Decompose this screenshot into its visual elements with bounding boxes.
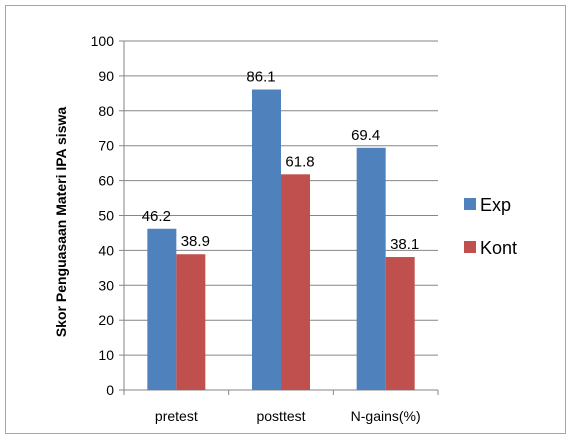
data-labels: 46.2 38.9 86.1 61.8 69.4 38.1 bbox=[142, 69, 420, 254]
bar-exp-0 bbox=[147, 228, 177, 390]
y-tick-label: 80 bbox=[98, 103, 114, 119]
data-label-kont-1: 61.8 bbox=[285, 153, 314, 170]
y-axis-ticks: 0 10 20 30 40 50 60 70 80 90 100 bbox=[91, 33, 124, 398]
y-tick-label: 100 bbox=[91, 33, 115, 49]
x-tick-label-N-gains(%): N-gains(%) bbox=[351, 408, 421, 424]
y-tick-label: 0 bbox=[106, 382, 114, 398]
legend-swatch-kont bbox=[464, 241, 476, 253]
y-tick-label: 40 bbox=[98, 242, 114, 258]
y-tick-label: 20 bbox=[98, 312, 114, 328]
y-axis-label: Skor Penguasaan Materi IPA siswa bbox=[53, 107, 69, 338]
data-label-kont-2: 38.1 bbox=[390, 236, 419, 253]
x-tick-label-pretest: pretest bbox=[155, 408, 198, 424]
bar-kont-2 bbox=[385, 257, 415, 390]
data-label-exp-0: 46.2 bbox=[142, 208, 171, 225]
legend-swatch-exp bbox=[464, 198, 476, 210]
bar-exp-1 bbox=[252, 89, 281, 391]
legend: Exp Kont bbox=[464, 195, 517, 258]
bar-kont-1 bbox=[281, 174, 310, 390]
data-label-exp-1: 86.1 bbox=[246, 69, 275, 86]
y-tick-label: 60 bbox=[98, 173, 114, 189]
legend-label-kont: Kont bbox=[480, 238, 517, 258]
x-tick-label-posttest: posttest bbox=[256, 408, 305, 424]
y-tick-label: 30 bbox=[98, 277, 114, 293]
y-tick-label: 90 bbox=[98, 68, 114, 84]
y-tick-label: 70 bbox=[98, 138, 114, 154]
legend-label-exp: Exp bbox=[480, 195, 511, 215]
bar-kont-0 bbox=[176, 254, 206, 390]
y-tick-label: 10 bbox=[98, 347, 114, 363]
bars bbox=[147, 89, 415, 391]
data-label-kont-0: 38.9 bbox=[181, 233, 210, 250]
x-axis: pretest posttest N-gains(%) bbox=[123, 41, 439, 424]
bar-exp-2 bbox=[356, 147, 386, 390]
y-tick-label: 50 bbox=[98, 208, 114, 224]
data-label-exp-2: 69.4 bbox=[351, 127, 380, 144]
